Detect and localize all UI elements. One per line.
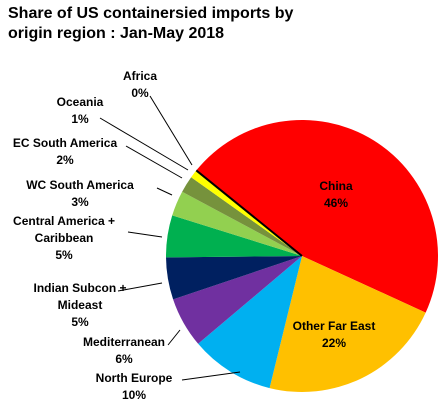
pie-slice <box>198 256 302 389</box>
slice-name: Central America + Caribbean <box>13 214 115 245</box>
pie-slice <box>166 256 302 300</box>
slice-name: Oceania <box>56 95 104 109</box>
chart-title: Share of US containersied imports by ori… <box>8 5 294 42</box>
slice-label: WC South America 3% <box>26 177 134 211</box>
slice-label: Mediterranean 6% <box>83 334 165 368</box>
leader-line <box>181 371 241 381</box>
slice-name: EC South America <box>12 136 118 150</box>
pie-slice <box>269 256 426 392</box>
leader-line <box>127 231 163 238</box>
pie-slice <box>173 256 302 344</box>
slice-value: 0% <box>131 86 149 100</box>
slice-label: Africa 0% <box>123 68 157 102</box>
slice-value: 22% <box>321 336 347 350</box>
slice-value: 5% <box>55 248 73 262</box>
slice-label: Other Far East 22% <box>293 318 376 352</box>
slice-value: 46% <box>323 196 349 210</box>
slice-value: 5% <box>71 315 89 329</box>
slice-value: 2% <box>56 153 74 167</box>
leader-line <box>99 117 189 171</box>
slice-label: Indian Subcon + Mideast 5% <box>33 280 126 331</box>
pie-slice <box>182 177 302 256</box>
slice-label: Central America + Caribbean 5% <box>13 213 115 264</box>
slice-name: North Europe <box>95 371 173 385</box>
leader-line <box>167 329 181 346</box>
slice-name: Indian Subcon + Mideast <box>33 281 127 312</box>
slice-name: Other Far East <box>292 319 376 333</box>
slice-label: Oceania 1% <box>57 94 104 128</box>
slice-value: 10% <box>121 388 147 402</box>
leader-line <box>156 187 173 196</box>
slice-value: 1% <box>71 112 89 126</box>
slice-value: 3% <box>71 195 89 209</box>
pie-slice <box>196 120 438 313</box>
pie-slice <box>172 191 302 256</box>
slice-name: Mediterranean <box>82 335 166 349</box>
slice-label: China 46% <box>319 178 352 212</box>
slice-name: WC South America <box>26 178 134 192</box>
slice-label: North Europe 10% <box>96 370 173 404</box>
slice-name: Africa <box>122 69 158 83</box>
slice-label: EC South America 2% <box>13 135 117 169</box>
leader-line <box>149 95 193 166</box>
slice-value: 6% <box>115 352 133 366</box>
pie-slice <box>166 215 302 258</box>
leader-line <box>125 145 183 179</box>
slice-name: China <box>319 179 353 193</box>
leader-line <box>117 282 163 292</box>
